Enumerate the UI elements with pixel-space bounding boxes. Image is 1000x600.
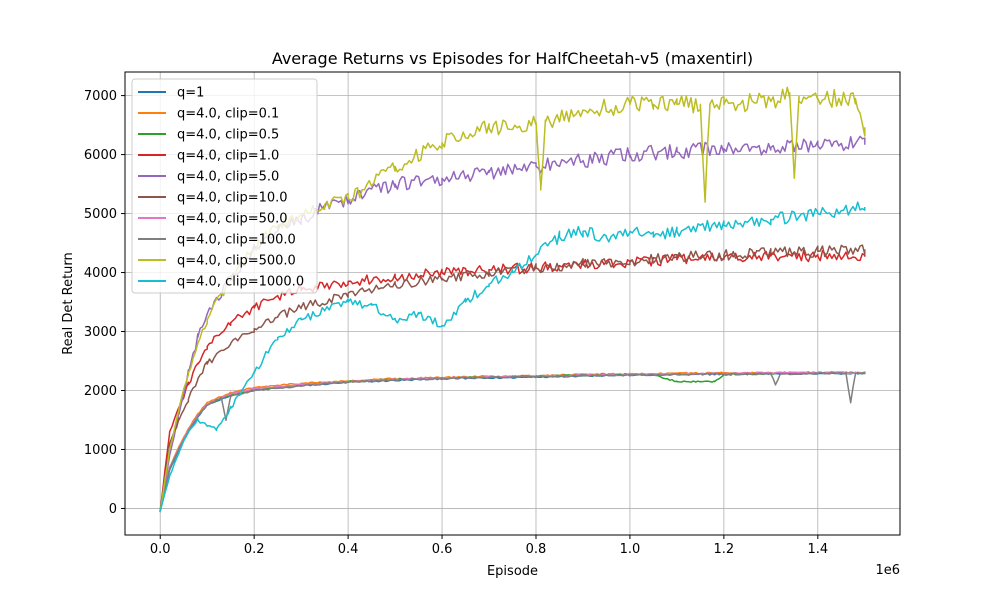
legend: q=1 q=4.0, clip=0.1 q=4.0, clip=0.5 q=4.0, … [131, 78, 318, 294]
x-tick-label: 0.4 [338, 542, 359, 557]
x-tick-label: 0.0 [150, 542, 171, 557]
series-line [159, 244, 866, 512]
legend-entry-label: q=4.0, clip=50.0 [177, 212, 288, 227]
x-tick-label: 1.4 [807, 542, 828, 557]
legend-entry-label: q=1 [177, 86, 204, 101]
x-tick-label: 1.0 [620, 542, 641, 557]
y-tick-label: 4000 [84, 266, 117, 281]
legend-box [131, 78, 318, 294]
y-tick-label: 7000 [84, 89, 117, 104]
y-tick-label: 0 [109, 502, 117, 517]
x-axis-label: Episode [487, 564, 538, 579]
series-line [159, 201, 866, 512]
x-tick-label: 1.2 [714, 542, 735, 557]
x-tick-label: 0.2 [244, 542, 265, 557]
plot-frame [124, 71, 901, 536]
legend-entry-label: q=4.0, clip=5.0 [177, 170, 279, 185]
legend-entry-label: q=4.0, clip=100.0 [177, 233, 296, 248]
y-tick-label: 3000 [84, 325, 117, 340]
axis-ticks: 0.0 0.2 0.4 0.6 0.8 1.0 1.2 1.4 0 1000 2000 3000 400… [84, 89, 828, 557]
y-tick-label: 6000 [84, 148, 117, 163]
legend-entry-label: q=4.0, clip=500.0 [177, 254, 296, 269]
legend-entry-label: q=4.0, clip=10.0 [177, 191, 288, 206]
series-line [159, 249, 866, 512]
y-tick-label: 1000 [84, 443, 117, 458]
x-axis-offset-label: 1e6 [875, 563, 900, 578]
x-tick-label: 0.8 [526, 542, 547, 557]
legend-entry-label: q=4.0, clip=0.5 [177, 128, 279, 143]
y-tick-label: 2000 [84, 384, 117, 399]
series-line [159, 371, 866, 512]
y-tick-label: 5000 [84, 207, 117, 222]
x-tick-label: 0.6 [432, 542, 453, 557]
legend-entry-label: q=4.0, clip=1.0 [177, 149, 279, 164]
chart-title: Average Returns vs Episodes for HalfChee… [272, 49, 753, 68]
y-axis-label: Real Det Return [61, 252, 76, 355]
legend-entry-label: q=4.0, clip=1000.0 [177, 275, 304, 290]
legend-entry-label: q=4.0, clip=0.1 [177, 107, 279, 122]
grid-lines [125, 72, 900, 535]
